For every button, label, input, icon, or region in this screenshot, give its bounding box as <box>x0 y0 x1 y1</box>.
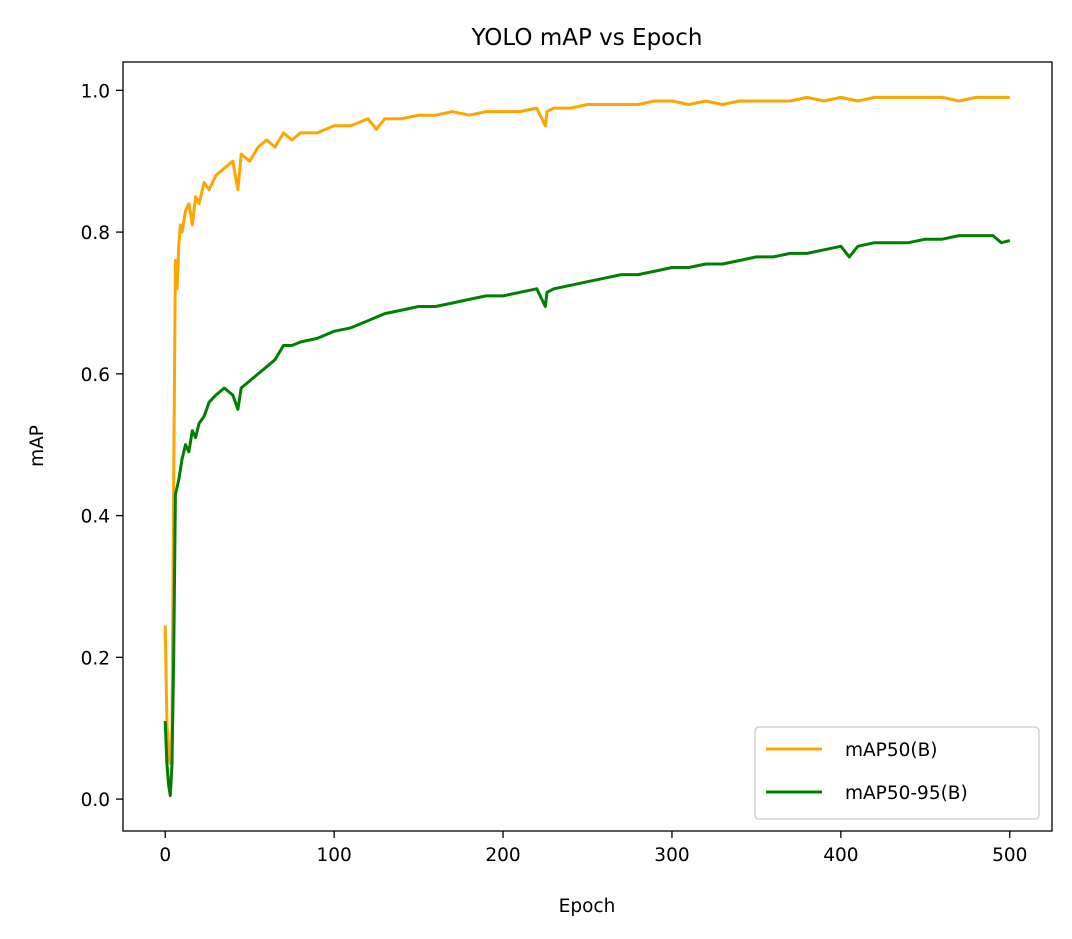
x-axis-ticks: 0 100 200 300 400 500 <box>159 831 1027 866</box>
x-tick-label: 100 <box>316 845 351 866</box>
y-tick-label: 0.2 <box>81 648 110 669</box>
legend-box <box>754 726 1040 820</box>
series-line-1 <box>163 234 1011 798</box>
y-axis-ticks: 0.0 0.2 0.4 0.6 0.8 1.0 <box>81 81 123 811</box>
y-axis-label: mAP <box>27 425 48 467</box>
plot-frame <box>122 61 1053 832</box>
x-tick-label: 0 <box>159 845 171 866</box>
legend: mAP50(B) mAP50-95(B) <box>754 726 1040 820</box>
series-line-0 <box>163 95 1010 766</box>
y-tick-label: 1.0 <box>81 81 110 102</box>
x-tick-label: 300 <box>654 845 689 866</box>
x-tick-label: 500 <box>992 845 1027 866</box>
y-tick-label: 0.8 <box>81 223 110 244</box>
y-tick-label: 0.4 <box>81 507 110 528</box>
y-tick-label: 0.6 <box>81 365 110 386</box>
x-axis-label: Epoch <box>559 896 616 917</box>
x-tick-label: 200 <box>485 845 520 866</box>
legend-label-0: mAP50(B) <box>845 740 938 761</box>
chart-title: YOLO mAP vs Epoch <box>471 25 703 51</box>
x-tick-label: 400 <box>823 845 858 866</box>
series-layer <box>163 95 1011 798</box>
plot-area <box>123 62 1052 831</box>
legend-label-1: mAP50-95(B) <box>845 783 968 804</box>
y-tick-label: 0.0 <box>81 790 110 811</box>
